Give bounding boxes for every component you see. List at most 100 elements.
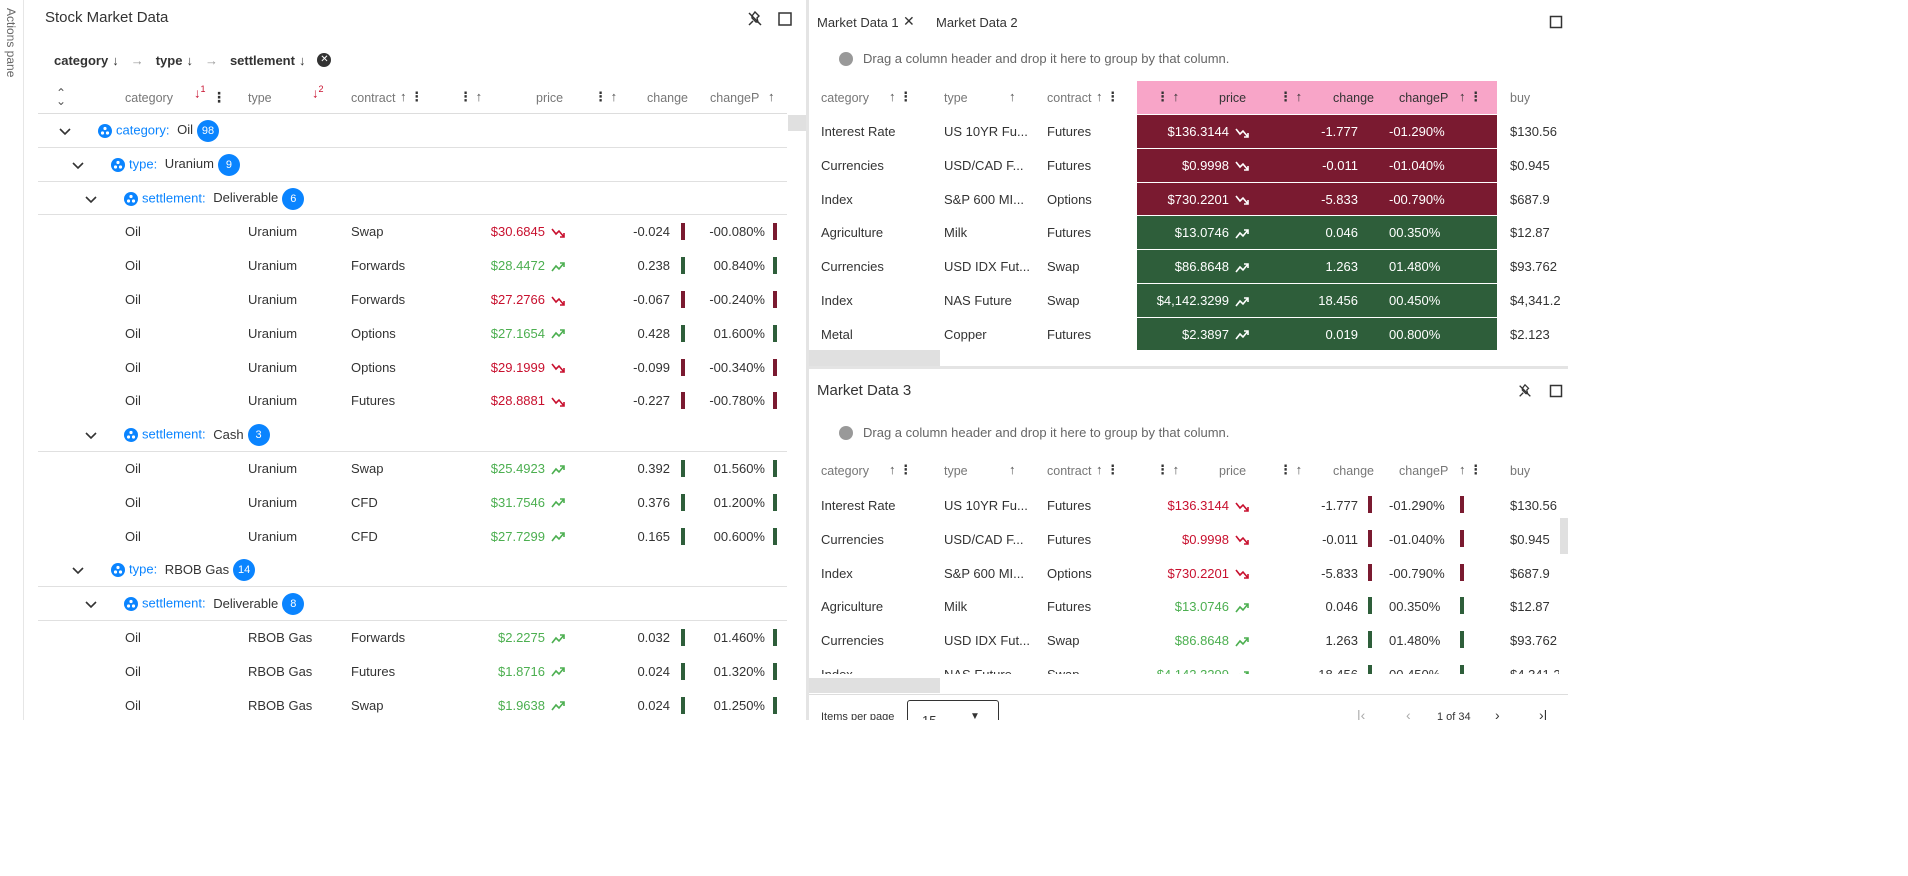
column-menu-icon[interactable]: ⋮ ↑ [1156, 89, 1180, 104]
group-row[interactable]: settlement: Cash 3 [38, 418, 787, 452]
col-header-buy[interactable]: buy [1510, 464, 1531, 478]
last-page-icon[interactable]: ›| [1539, 707, 1548, 720]
table-row[interactable]: Index S&P 600 MI... Options $730.2201 -5.833… [809, 182, 1568, 216]
col-header-category[interactable]: category [821, 91, 869, 105]
col-header-contract[interactable]: contract [1047, 464, 1092, 478]
tab-market-data-1[interactable]: Market Data 1 [817, 15, 899, 30]
horizontal-splitter[interactable] [809, 366, 1568, 369]
sort-asc-icon[interactable]: ↑ [1009, 462, 1016, 477]
pin-off-icon[interactable] [1517, 383, 1533, 399]
col-header-changeP[interactable]: changeP [1399, 91, 1449, 105]
group-row[interactable]: settlement: Deliverable 8 [38, 587, 787, 621]
chevron-down-icon[interactable] [84, 428, 98, 442]
horizontal-scrollbar-thumb[interactable] [809, 350, 940, 366]
group-row[interactable]: type: Uranium 9 [38, 148, 787, 182]
sort-asc-icon[interactable]: ↑ ⋮ [1459, 462, 1483, 477]
tab-market-data-2[interactable]: Market Data 2 [936, 15, 1018, 30]
sort-asc-icon[interactable]: ↑ ⋮ [1459, 89, 1483, 104]
table-row[interactable]: Oil Uranium Options $29.1999 -0.099 -00.340% [38, 351, 787, 385]
table-row[interactable]: Index NAS Future Swap $4,142.3299 18.456 00.4… [809, 657, 1559, 674]
table-row[interactable]: Oil Uranium Futures $28.8881 -0.227 -00.780% [38, 384, 787, 418]
table-row[interactable]: Oil RBOB Gas Swap $1.9638 0.024 01.250% [38, 689, 787, 720]
table-row[interactable]: Oil RBOB Gas Futures $1.8716 0.024 01.320% [38, 655, 787, 689]
sort-asc-icon[interactable]: ↑ ⋮ [400, 89, 424, 104]
col-header-buy[interactable]: buy [1510, 91, 1531, 105]
col-header-price[interactable]: price [1219, 91, 1247, 105]
group-drop-area[interactable]: Drag a column header and drop it here to… [839, 425, 1229, 440]
column-menu-icon[interactable]: ⋮ ↑ [1279, 89, 1303, 104]
chevron-down-icon[interactable] [58, 124, 72, 138]
table-row[interactable]: Oil Uranium Options $27.1654 0.428 01.600% [38, 317, 787, 351]
sort-asc-icon[interactable]: ↑ ⋮ [889, 89, 913, 104]
group-chip-category[interactable]: category ↓ [54, 52, 119, 68]
sort-asc-icon[interactable]: ↑ [1009, 89, 1016, 104]
table-row[interactable]: Index S&P 600 MI... Options $730.2201 -5.833… [809, 556, 1559, 590]
table-row[interactable]: Oil Uranium Swap $30.6845 -0.024 -00.080% [38, 215, 787, 249]
col-header-change[interactable]: change [647, 91, 689, 105]
collapse-all-icon[interactable]: ⌃ ⌄ [56, 86, 67, 108]
column-menu-icon[interactable]: ⋮ ↑ [459, 89, 483, 104]
chevron-down-icon[interactable] [71, 563, 85, 577]
column-menu-icon[interactable]: ⋮ ↑ [1156, 462, 1180, 477]
col-header-changeP[interactable]: changeP [710, 91, 760, 105]
col-header-price[interactable]: price [536, 91, 564, 105]
close-tab-icon[interactable]: ✕ [903, 13, 915, 29]
table-row[interactable]: Interest Rate US 10YR Fu... Futures $136.31… [809, 114, 1568, 148]
table-row[interactable]: Index NAS Future Swap $4,142.3299 18.456 00.4… [809, 283, 1568, 317]
col-header-type[interactable]: type [248, 91, 272, 105]
chevron-down-icon[interactable] [84, 597, 98, 611]
scrollbar-thumb[interactable] [788, 115, 806, 131]
column-menu-icon[interactable]: ⋮ ↑ [1279, 462, 1303, 477]
vertical-scrollbar-thumb[interactable] [1560, 518, 1568, 554]
table-row[interactable]: Currencies USD IDX Fut... Swap $86.8648 1.26… [809, 249, 1568, 283]
table-row[interactable]: Currencies USD/CAD F... Futures $0.9998 -0.0… [809, 148, 1568, 182]
sort-asc-icon[interactable]: ↑ ⋮ [1096, 462, 1120, 477]
col-header-changeP[interactable]: changeP [1399, 464, 1449, 478]
group-chip-type[interactable]: type ↓ [155, 52, 193, 68]
table-row[interactable]: Metal Copper Futures $2.3897 0.019 00.800% $2.… [809, 317, 1568, 350]
sort-asc-icon[interactable]: ↑ ⋮ [889, 462, 913, 477]
pin-off-icon[interactable] [746, 10, 764, 28]
page-size-select[interactable]: 15 ▼ [907, 700, 999, 720]
maximize-icon[interactable] [776, 10, 794, 28]
table-row[interactable]: Oil Uranium Swap $25.4923 0.392 01.560% [38, 452, 787, 486]
maximize-icon[interactable] [1549, 384, 1563, 398]
horizontal-scrollbar-thumb[interactable] [809, 678, 940, 693]
column-menu-icon[interactable]: ⋮ ↑ [594, 89, 618, 104]
col-header-change[interactable]: change [1333, 91, 1375, 105]
sort-asc-icon[interactable]: ↑ ⋮ [1096, 89, 1120, 104]
group-drop-area[interactable]: Drag a column header and drop it here to… [839, 51, 1229, 66]
table-row[interactable]: Oil Uranium Forwards $27.2766 -0.067 -00.240% [38, 283, 787, 317]
col-header-type[interactable]: type [944, 464, 968, 478]
table-row[interactable]: Agriculture Milk Futures $13.0746 0.046 00.35… [809, 215, 1568, 250]
chevron-down-icon[interactable] [71, 158, 85, 172]
prev-page-icon[interactable]: ‹ [1406, 707, 1411, 720]
group-chip-settlement[interactable]: settlement ↓ [229, 52, 306, 68]
col-header-contract[interactable]: contract [351, 91, 396, 105]
group-row[interactable]: type: RBOB Gas 14 [38, 553, 787, 588]
actions-pane[interactable]: Actions pane [0, 0, 24, 720]
next-page-icon[interactable]: › [1495, 707, 1500, 720]
table-row[interactable]: Oil Uranium CFD $31.7546 0.376 01.200% [38, 486, 787, 520]
col-header-type[interactable]: type [944, 91, 968, 105]
chevron-down-icon[interactable] [84, 192, 98, 206]
table-row[interactable]: Currencies USD IDX Fut... Swap $86.8648 1.26… [809, 623, 1559, 657]
col-header-change[interactable]: change [1333, 464, 1375, 478]
col-header-category[interactable]: category [821, 464, 869, 478]
first-page-icon[interactable]: |‹ [1357, 707, 1366, 720]
col-header-price[interactable]: price [1219, 464, 1247, 478]
table-row[interactable]: Interest Rate US 10YR Fu... Futures $136.31… [809, 488, 1559, 522]
sort-desc-icon[interactable]: ↓2 [312, 84, 324, 101]
table-row[interactable]: Oil Uranium CFD $27.7299 0.165 00.600% [38, 520, 787, 554]
table-row[interactable]: Currencies USD/CAD F... Futures $0.9998 -0.0… [809, 522, 1559, 556]
table-row[interactable]: Agriculture Milk Futures $13.0746 0.046 00.35… [809, 589, 1559, 623]
col-header-contract[interactable]: contract [1047, 91, 1092, 105]
col-header-category[interactable]: category [125, 91, 173, 105]
maximize-icon[interactable] [1549, 15, 1563, 29]
sort-asc-icon[interactable]: ↑ [768, 89, 775, 104]
table-row[interactable]: Oil RBOB Gas Forwards $2.2275 0.032 01.460% [38, 621, 787, 655]
table-row[interactable]: Oil Uranium Forwards $28.4472 0.238 00.840% [38, 249, 787, 283]
clear-groups-icon[interactable]: ✕ [317, 53, 332, 67]
column-menu-icon[interactable]: ⋮ [212, 89, 226, 105]
vertical-splitter[interactable] [806, 0, 809, 720]
